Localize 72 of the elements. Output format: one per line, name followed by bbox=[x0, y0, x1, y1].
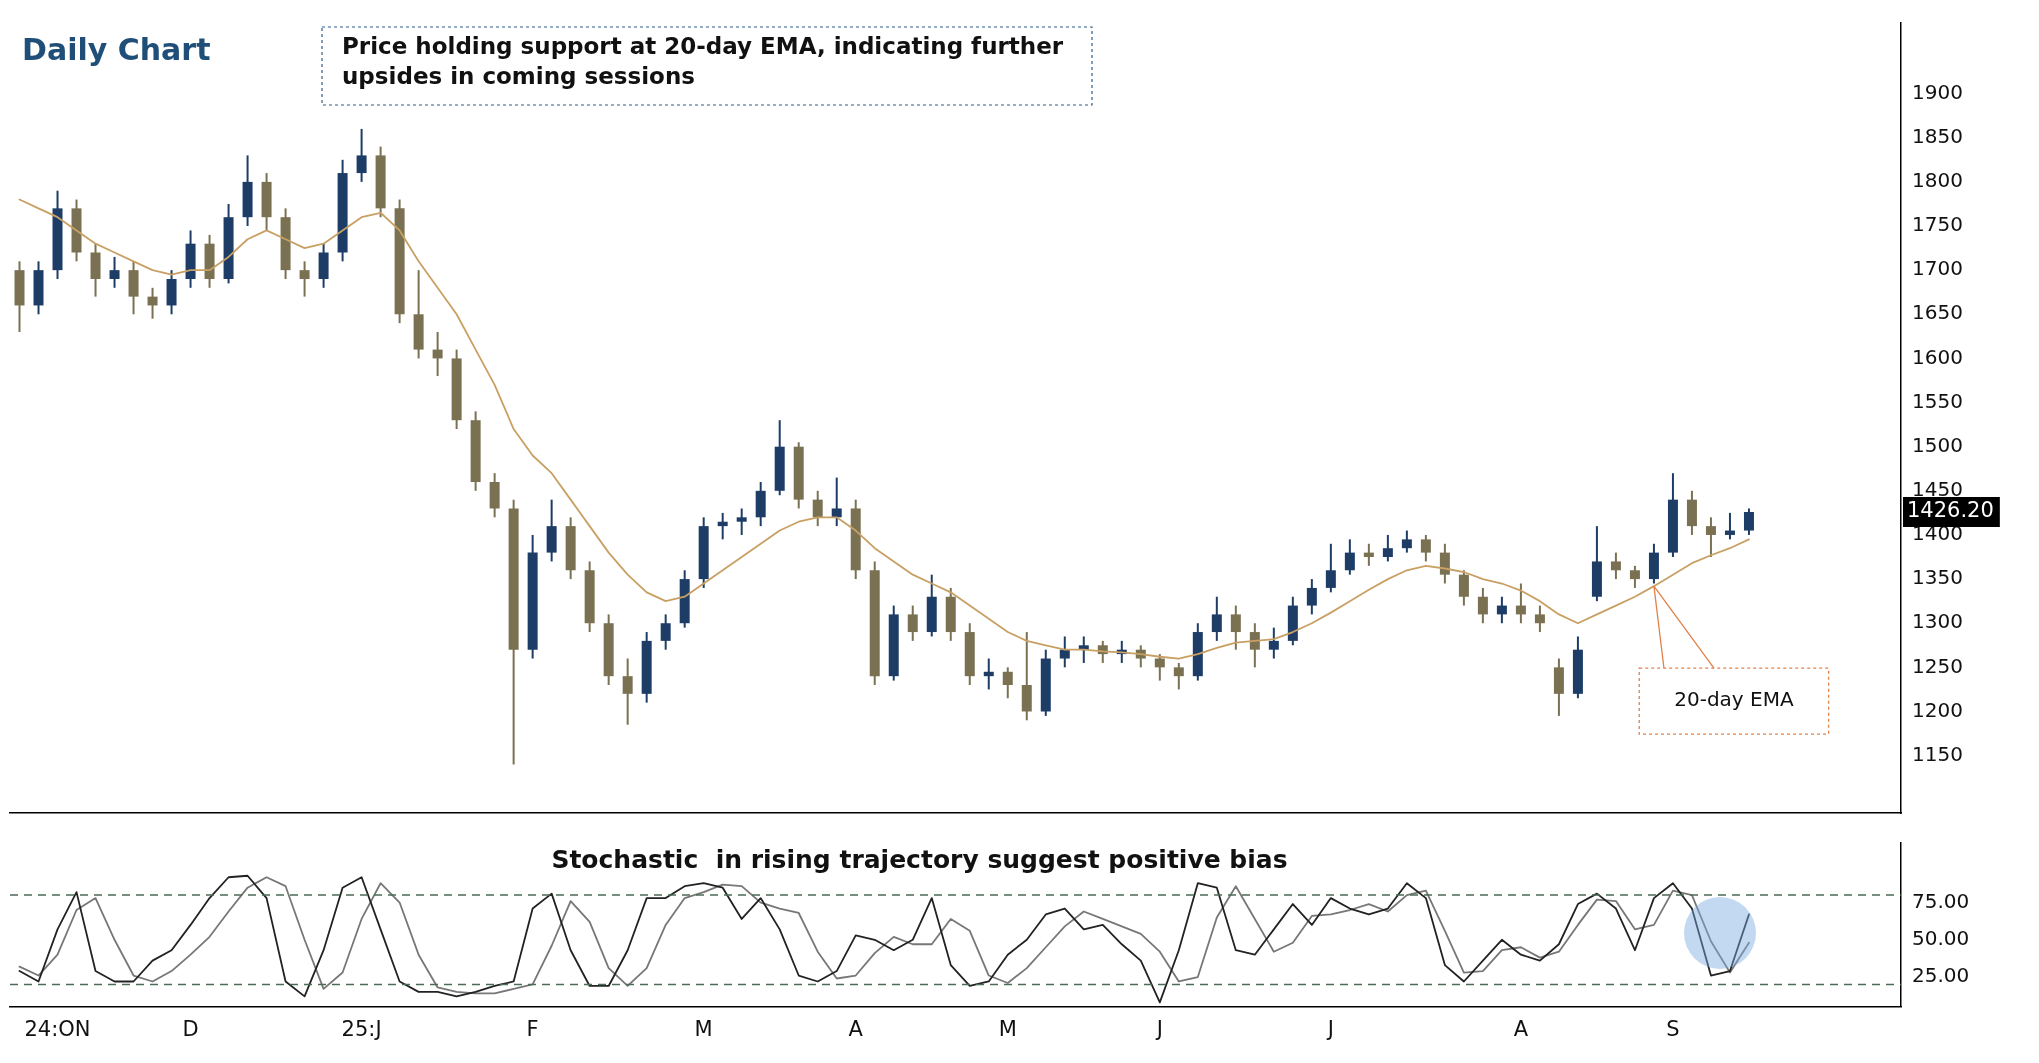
candlestick bbox=[1306, 578, 1317, 616]
candlestick bbox=[1002, 666, 1013, 700]
candlestick bbox=[356, 127, 367, 183]
candlestick bbox=[1439, 542, 1450, 585]
y-tick-label: 1750 bbox=[1912, 212, 1963, 237]
candlestick bbox=[1268, 626, 1279, 660]
candlestick bbox=[1059, 635, 1070, 669]
candlestick bbox=[812, 489, 823, 528]
x-tick-label: D bbox=[182, 1016, 199, 1041]
chart-title: Stochastic in rising trajectory suggest positive bias bbox=[551, 845, 1288, 874]
chart-title: Daily Chart bbox=[22, 31, 211, 67]
candlestick bbox=[1173, 661, 1184, 691]
y-tick-label: 1350 bbox=[1912, 565, 1963, 590]
y-tick-label: 1300 bbox=[1912, 609, 1963, 634]
x-tick-label: F bbox=[526, 1016, 539, 1041]
candlestick bbox=[1230, 604, 1241, 651]
y-tick-label: 50.00 bbox=[1912, 925, 1970, 950]
y-tick-label: 25.00 bbox=[1912, 963, 1970, 988]
x-tick-label: A bbox=[1513, 1016, 1529, 1041]
candlestick bbox=[1743, 507, 1754, 536]
candlestick bbox=[1382, 533, 1393, 563]
y-tick-label: 1150 bbox=[1912, 741, 1963, 766]
candlestick bbox=[1420, 533, 1431, 563]
candlestick bbox=[1211, 595, 1222, 642]
candlestick bbox=[1363, 542, 1374, 567]
candlestick bbox=[1496, 595, 1507, 625]
y-tick-label: 1850 bbox=[1912, 123, 1963, 148]
candlestick bbox=[1154, 653, 1165, 682]
candlestick bbox=[1344, 538, 1355, 576]
y-tick-label: 1250 bbox=[1912, 653, 1963, 678]
candlestick bbox=[432, 330, 443, 378]
candlestick bbox=[736, 507, 747, 536]
x-tick-label: A bbox=[848, 1016, 864, 1041]
candlestick bbox=[1705, 516, 1716, 559]
candlestick bbox=[907, 604, 918, 642]
y-tick-label: 1900 bbox=[1912, 79, 1963, 104]
y-tick-label: 1200 bbox=[1912, 697, 1963, 722]
x-tick-label: 24:ON bbox=[24, 1016, 91, 1041]
candlestick bbox=[147, 286, 158, 320]
candlestick bbox=[1534, 604, 1545, 634]
x-tick-label: S bbox=[1666, 1016, 1680, 1041]
annotation: Price holding support at 20-day EMA, indicating further upsides in coming sessions bbox=[342, 33, 1064, 90]
candlestick bbox=[1401, 529, 1412, 554]
y-tick-label: 1600 bbox=[1912, 344, 1963, 369]
x-tick-label: J bbox=[1325, 1016, 1334, 1041]
candlestick bbox=[1515, 582, 1526, 625]
y-tick-label: 1650 bbox=[1912, 300, 1963, 325]
x-tick-label: M bbox=[998, 1016, 1017, 1041]
candlestick bbox=[1078, 635, 1089, 664]
candlestick bbox=[1249, 622, 1260, 669]
candlestick bbox=[622, 657, 633, 726]
y-tick-label: 1800 bbox=[1912, 168, 1963, 193]
x-tick-label: J bbox=[1154, 1016, 1163, 1041]
candlestick bbox=[831, 476, 842, 528]
candlestick bbox=[1458, 569, 1469, 607]
candlestick bbox=[717, 511, 728, 541]
candlestick bbox=[1477, 586, 1488, 625]
candlestick bbox=[299, 260, 310, 298]
y-tick-label: 1500 bbox=[1912, 432, 1963, 457]
text: 20-day EMA bbox=[1674, 687, 1794, 712]
y-tick-label: 1550 bbox=[1912, 388, 1963, 413]
candlestick bbox=[1629, 564, 1640, 589]
candlestick bbox=[1724, 511, 1735, 541]
candlestick bbox=[1325, 542, 1336, 594]
x-tick-label: M bbox=[694, 1016, 713, 1041]
candlestick bbox=[660, 613, 671, 651]
x-tick-label: 25:J bbox=[341, 1016, 382, 1041]
y-tick-label: 75.00 bbox=[1912, 888, 1970, 913]
candlestick bbox=[983, 657, 994, 691]
y-tick-label: 1700 bbox=[1912, 256, 1963, 281]
candlestick bbox=[109, 255, 120, 289]
candlestick bbox=[1610, 551, 1621, 581]
